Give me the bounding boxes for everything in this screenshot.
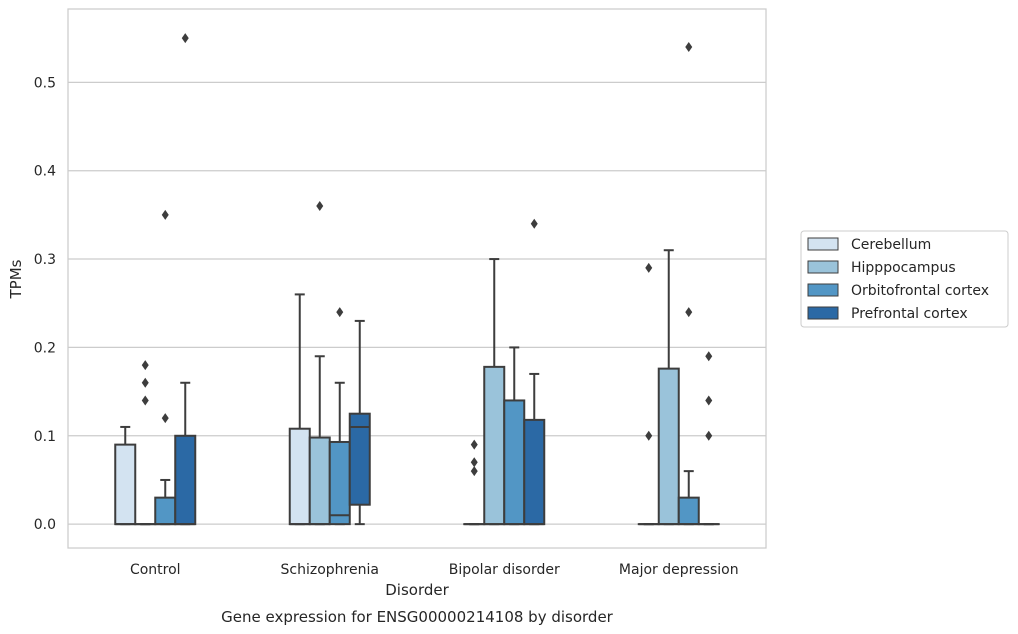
outlier-point <box>336 307 344 318</box>
box-cerebellum <box>463 439 486 526</box>
legend-swatch <box>807 260 839 274</box>
box-iqr <box>114 443 137 526</box>
box-iqr <box>328 440 351 526</box>
box-hipppocampus <box>657 249 680 526</box>
box-cerebellum <box>288 293 311 526</box>
box-iqr <box>523 418 546 526</box>
outlier-point <box>470 466 478 477</box>
box-iqr <box>348 412 371 506</box>
box-prefrontal-cortex <box>174 33 197 526</box>
box-iqr <box>288 427 311 526</box>
outlier-point <box>470 457 478 468</box>
outlier-point <box>685 307 693 318</box>
outlier-point <box>181 33 189 44</box>
outlier-point <box>141 360 149 371</box>
legend-swatch <box>807 283 839 297</box>
box-iqr <box>308 436 331 526</box>
box-groups <box>114 33 720 526</box>
x-tick-label: Major depression <box>619 562 739 578</box>
outlier-point <box>685 41 693 52</box>
x-tick-labels: Control Schizophrenia Bipolar disorder Majo… <box>130 562 739 578</box>
box-prefrontal-cortex <box>348 319 371 526</box>
legend-label: Prefrontal cortex <box>851 306 968 322</box>
outlier-point <box>645 262 653 273</box>
y-tick-label: 0.0 <box>34 517 56 533</box>
x-tick-label: Schizophrenia <box>281 562 379 578</box>
y-tick-label: 0.3 <box>34 252 56 268</box>
box-orbitofrontal-cortex <box>328 307 351 526</box>
legend: Cerebellum Hipppocampus Orbitofrontal cort… <box>800 230 1009 328</box>
chart-caption: Gene expression for ENSG00000214108 by d… <box>221 608 614 626</box>
y-axis-title: TPMs <box>7 259 25 299</box>
outlier-point <box>705 351 713 362</box>
x-axis-title: Disorder <box>385 581 449 599</box>
y-tick-label: 0.1 <box>34 429 56 445</box>
box-iqr <box>503 399 526 526</box>
box-iqr <box>657 367 680 526</box>
box-cerebellum <box>637 262 660 526</box>
legend-label: Hipppocampus <box>851 260 956 276</box>
box-iqr <box>483 365 506 526</box>
outlier-point <box>161 209 169 220</box>
outlier-point <box>316 201 324 212</box>
legend-label: Orbitofrontal cortex <box>851 283 989 299</box>
y-tick-label: 0.4 <box>34 164 56 180</box>
box-prefrontal-cortex <box>523 218 546 526</box>
y-tick-label: 0.2 <box>34 340 56 356</box>
box-orbitofrontal-cortex <box>503 346 526 526</box>
box-iqr <box>677 496 700 526</box>
outlier-point <box>470 439 478 450</box>
box-iqr <box>174 434 197 526</box>
outlier-point <box>141 377 149 388</box>
box-orbitofrontal-cortex <box>677 41 700 526</box>
outlier-point <box>705 430 713 441</box>
outlier-point <box>161 413 169 424</box>
plot-frame <box>67 8 767 549</box>
box-hipppocampus <box>134 360 157 526</box>
box-prefrontal-cortex <box>697 351 720 526</box>
box-orbitofrontal-cortex <box>154 209 177 526</box>
legend-swatch <box>807 237 839 251</box>
outlier-point <box>530 218 538 229</box>
y-tick-label: 0.5 <box>34 75 56 91</box>
legend-swatch <box>807 306 839 320</box>
y-tick-labels: 0.0 0.1 0.2 0.3 0.4 0.5 <box>34 75 56 533</box>
x-tick-label: Bipolar disorder <box>449 562 560 578</box>
x-tick-label: Control <box>130 562 181 578</box>
outlier-point <box>705 395 713 406</box>
box-iqr <box>154 496 177 526</box>
legend-label: Cerebellum <box>851 237 931 253</box>
outlier-point <box>141 395 149 406</box>
legend-frame <box>800 230 1009 328</box>
outlier-point <box>645 430 653 441</box>
box-cerebellum <box>114 425 137 526</box>
legend-items: Cerebellum Hipppocampus Orbitofrontal cort… <box>807 237 989 322</box>
